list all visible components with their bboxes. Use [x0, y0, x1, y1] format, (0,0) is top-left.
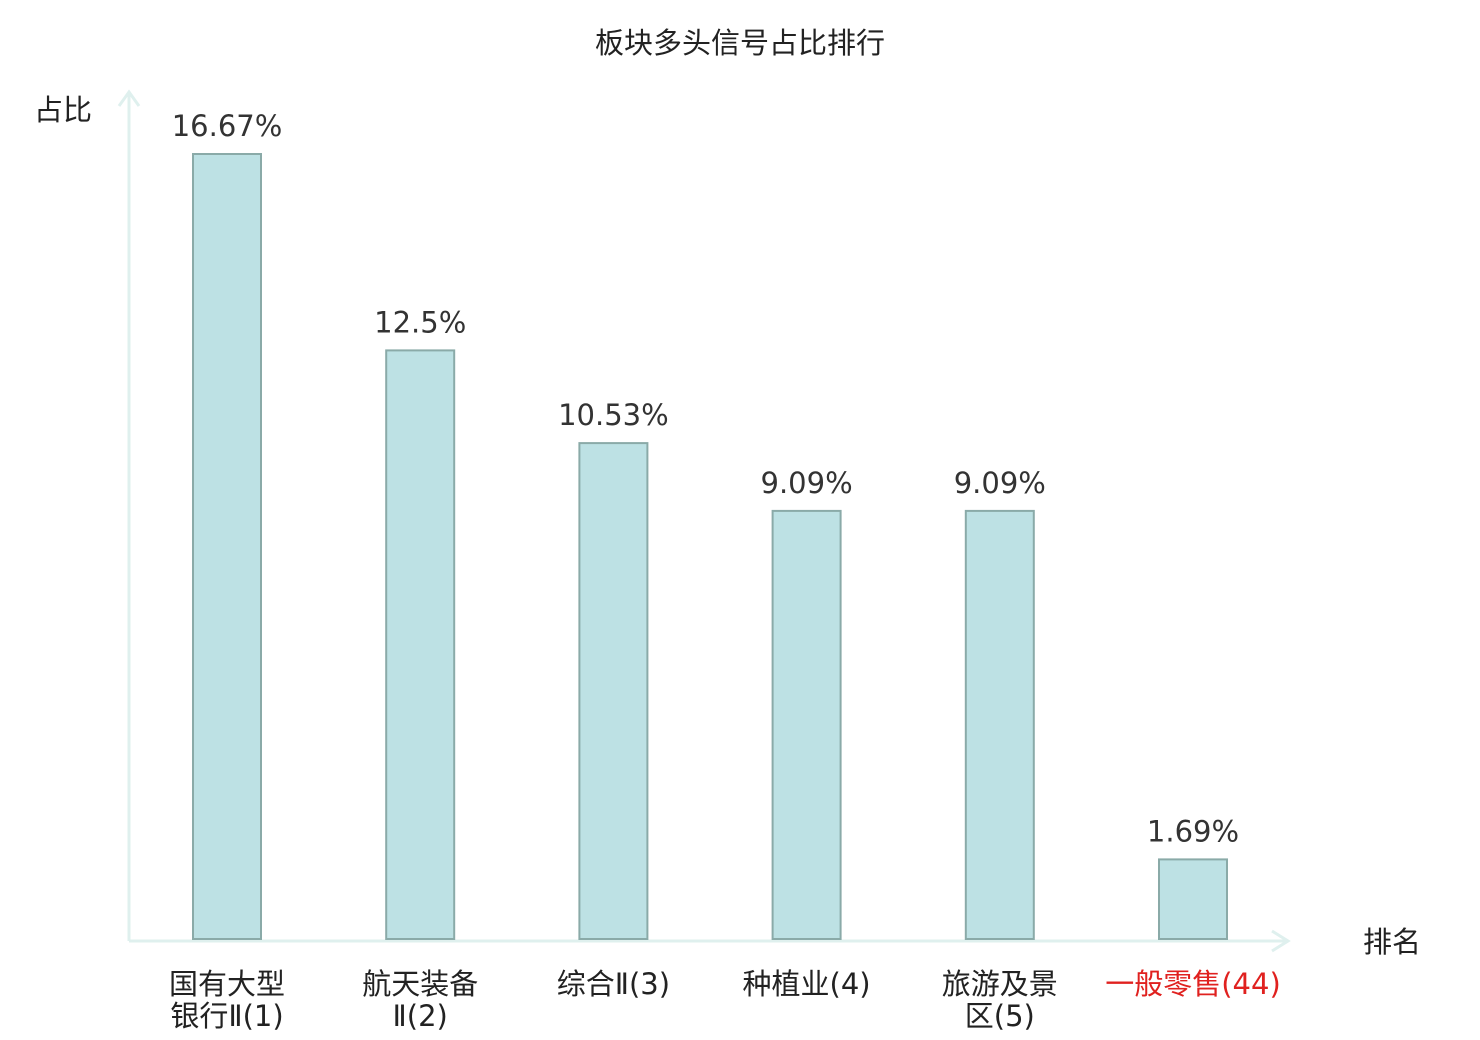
x-tick-label-line: 一般零售(44) — [1105, 967, 1281, 1001]
tick-labels-group: 国有大型银行Ⅱ(1) 航天装备 Ⅱ(2) 综合Ⅱ(3) 种植业(4) 旅游及景区(5) 一般… — [169, 967, 1281, 1033]
value-labels-group: 16.67% 12.5% 10.53% 9.09% 9.09% 1.69% — [172, 109, 1239, 848]
x-tick-label-line: 综合Ⅱ(3) — [557, 967, 670, 1001]
x-tick-label-4: 种植业(4) — [743, 967, 871, 1001]
bar-2 — [385, 349, 456, 940]
x-tick-label-line: 银行Ⅱ(1) — [170, 999, 283, 1033]
x-axis-label: 排名 — [1363, 925, 1421, 959]
bar-1 — [192, 153, 262, 940]
value-label-3: 10.53% — [558, 398, 669, 432]
value-label-5: 9.09% — [954, 466, 1046, 500]
x-tick-label-line: 国有大型 — [169, 967, 285, 1001]
x-tick-label-2: 航天装备 Ⅱ(2) — [362, 967, 478, 1033]
value-label-2: 12.5% — [374, 305, 466, 339]
bar-5 — [964, 509, 1035, 940]
value-label-6: 1.69% — [1147, 814, 1239, 848]
x-tick-label-6: 一般零售(44) — [1105, 967, 1281, 1001]
y-axis-label: 占比 — [34, 93, 92, 127]
x-tick-label-line: Ⅱ(2) — [393, 999, 448, 1033]
y-axis-arrow-icon — [117, 89, 141, 107]
bar-3 — [578, 442, 649, 940]
x-tick-label-line: 旅游及景 — [942, 967, 1058, 1001]
x-axis: 排名 — [129, 925, 1421, 959]
x-tick-label-3: 综合Ⅱ(3) — [557, 967, 670, 1001]
x-tick-label-line: 种植业(4) — [743, 967, 871, 1001]
chart-title: 板块多头信号占比排行 — [595, 26, 885, 60]
x-tick-label-line: 航天装备 — [362, 967, 478, 1001]
x-tick-label-5: 旅游及景区(5) — [942, 967, 1058, 1033]
value-label-1: 16.67% — [172, 109, 283, 143]
y-axis: 占比 — [34, 89, 141, 941]
x-tick-label-line: 区(5) — [965, 999, 1035, 1033]
x-tick-label-1: 国有大型银行Ⅱ(1) — [169, 967, 285, 1033]
value-label-4: 9.09% — [761, 466, 853, 500]
bars-group — [192, 153, 1228, 941]
bar-4 — [771, 509, 842, 940]
x-axis-arrow-icon — [1271, 929, 1291, 953]
bar-6 — [1158, 858, 1228, 941]
